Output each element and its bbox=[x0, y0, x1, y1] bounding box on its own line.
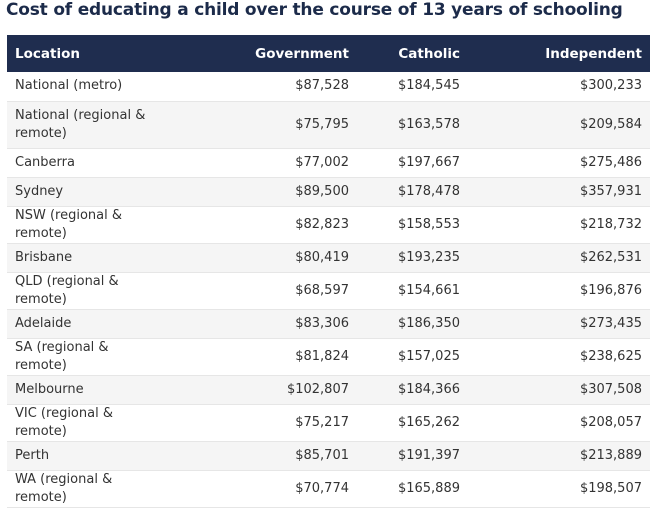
catholic-cell: $158,553 bbox=[397, 216, 460, 232]
government-cell: $89,500 bbox=[295, 183, 349, 199]
catholic-cell: $193,235 bbox=[397, 249, 460, 265]
catholic-cell: $191,397 bbox=[397, 447, 460, 463]
header-government: Government bbox=[255, 45, 349, 62]
table-row: WA (regional & remote) $70,774 $165,889 $19… bbox=[7, 470, 650, 507]
location-cell: Sydney bbox=[15, 183, 64, 199]
government-cell: $81,824 bbox=[295, 348, 349, 364]
location-cell: SA (regional & remote) bbox=[15, 339, 109, 373]
table-row: Brisbane $80,419 $193,235 $262,531 bbox=[7, 243, 650, 272]
catholic-cell: $186,350 bbox=[397, 315, 460, 331]
government-cell: $75,795 bbox=[295, 116, 349, 132]
cost-table: Location Government Catholic Independent… bbox=[7, 35, 650, 508]
independent-cell: $262,531 bbox=[579, 249, 642, 265]
header-catholic: Catholic bbox=[398, 45, 460, 62]
independent-cell: $238,625 bbox=[579, 348, 642, 364]
government-cell: $68,597 bbox=[295, 282, 349, 298]
independent-cell: $357,931 bbox=[579, 183, 642, 199]
government-cell: $83,306 bbox=[295, 315, 349, 331]
table-row: Adelaide $83,306 $186,350 $273,435 bbox=[7, 309, 650, 338]
independent-cell: $198,507 bbox=[579, 480, 642, 496]
government-cell: $82,823 bbox=[295, 216, 349, 232]
catholic-cell: $165,889 bbox=[397, 480, 460, 496]
independent-cell: $209,584 bbox=[579, 116, 642, 132]
location-cell: Melbourne bbox=[15, 381, 84, 397]
independent-cell: $307,508 bbox=[579, 381, 642, 397]
table-row: National (regional & remote) $75,795 $163,… bbox=[7, 101, 650, 148]
table-row: Melbourne $102,807 $184,366 $307,508 bbox=[7, 375, 650, 404]
location-cell: NSW (regional & remote) bbox=[15, 207, 122, 241]
table-row: QLD (regional & remote) $68,597 $154,661 $1… bbox=[7, 272, 650, 309]
catholic-cell: $163,578 bbox=[397, 116, 460, 132]
catholic-cell: $184,545 bbox=[397, 78, 460, 94]
government-cell: $77,002 bbox=[295, 154, 349, 170]
location-cell: National (regional & remote) bbox=[15, 107, 146, 141]
catholic-cell: $154,661 bbox=[397, 282, 460, 298]
catholic-cell: $184,366 bbox=[397, 381, 460, 397]
table-row: National (metro) $87,528 $184,545 $300,233 bbox=[7, 72, 650, 101]
location-cell: National (metro) bbox=[15, 78, 123, 94]
independent-cell: $300,233 bbox=[579, 78, 642, 94]
government-cell: $85,701 bbox=[295, 447, 349, 463]
government-cell: $70,774 bbox=[295, 480, 349, 496]
catholic-cell: $157,025 bbox=[397, 348, 460, 364]
government-cell: $102,807 bbox=[286, 381, 349, 397]
table-body: National (metro) $87,528 $184,545 $300,233 N… bbox=[7, 72, 650, 507]
location-cell: Brisbane bbox=[15, 249, 73, 265]
location-cell: Perth bbox=[15, 447, 50, 463]
header-row: Location Government Catholic Independent bbox=[7, 35, 650, 72]
independent-cell: $196,876 bbox=[579, 282, 642, 298]
table-row: VIC (regional & remote) $75,217 $165,262 $2… bbox=[7, 404, 650, 441]
government-cell: $80,419 bbox=[295, 249, 349, 265]
table-row: SA (regional & remote) $81,824 $157,025 $23… bbox=[7, 338, 650, 375]
location-cell: VIC (regional & remote) bbox=[15, 405, 113, 439]
table-row: Perth $85,701 $191,397 $213,889 bbox=[7, 441, 650, 470]
cost-table-container: Location Government Catholic Independent… bbox=[7, 35, 650, 508]
page-title: Cost of educating a child over the cours… bbox=[6, 0, 623, 20]
independent-cell: $213,889 bbox=[579, 447, 642, 463]
government-cell: $87,528 bbox=[295, 78, 349, 94]
catholic-cell: $197,667 bbox=[397, 154, 460, 170]
table-row: Sydney $89,500 $178,478 $357,931 bbox=[7, 177, 650, 206]
table-row: Canberra $77,002 $197,667 $275,486 bbox=[7, 148, 650, 177]
table-row: NSW (regional & remote) $82,823 $158,553 $2… bbox=[7, 206, 650, 243]
location-cell: Adelaide bbox=[15, 315, 72, 331]
location-cell: QLD (regional & remote) bbox=[15, 273, 119, 307]
independent-cell: $218,732 bbox=[579, 216, 642, 232]
catholic-cell: $165,262 bbox=[397, 414, 460, 430]
location-cell: Canberra bbox=[15, 154, 75, 170]
independent-cell: $208,057 bbox=[579, 414, 642, 430]
catholic-cell: $178,478 bbox=[397, 183, 460, 199]
government-cell: $75,217 bbox=[295, 414, 349, 430]
header-independent: Independent bbox=[545, 45, 642, 62]
independent-cell: $275,486 bbox=[579, 154, 642, 170]
header-location: Location bbox=[15, 45, 80, 62]
location-cell: WA (regional & remote) bbox=[15, 471, 113, 505]
independent-cell: $273,435 bbox=[579, 315, 642, 331]
table-header: Location Government Catholic Independent bbox=[7, 35, 650, 72]
